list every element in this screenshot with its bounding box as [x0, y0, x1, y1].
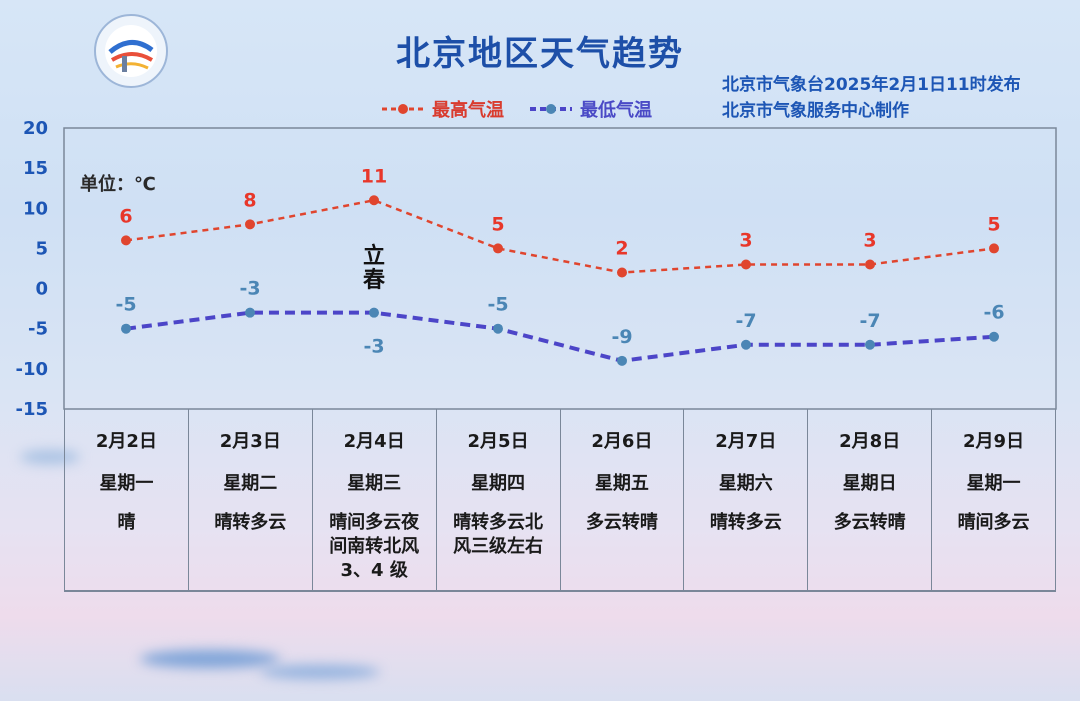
data-label: 8 — [243, 189, 256, 211]
lichun-annotation: 立春 — [362, 243, 385, 293]
y-axis: 20 15 10 5 0 -5 -10 -15 — [15, 118, 48, 420]
data-point — [741, 339, 751, 350]
forecast-weather: 晴转多云北风三级左右 — [453, 512, 544, 557]
data-point — [617, 355, 627, 366]
legend-low-temp: 最低气温 — [528, 98, 652, 121]
data-label: 5 — [491, 213, 504, 235]
forecast-day-column: 2月3日星期二晴转多云 — [187, 409, 312, 590]
data-label: -6 — [983, 302, 1004, 324]
forecast-date: 2月2日 — [95, 431, 157, 452]
data-label: -5 — [487, 294, 508, 316]
data-label: -5 — [115, 294, 136, 316]
forecast-weekday: 星期四 — [471, 473, 526, 494]
data-label: 6 — [119, 205, 132, 227]
producer-info: 北京市气象服务中心制作 — [722, 101, 909, 121]
forecast-day-column: 2月8日星期日多云转晴 — [807, 409, 931, 590]
forecast-day-column: 2月5日星期四晴转多云北风三级左右 — [435, 409, 560, 590]
forecast-weekday: 星期三 — [347, 473, 402, 494]
y-tick-label: 15 — [23, 158, 48, 179]
y-tick-label: 10 — [23, 198, 48, 219]
forecast-weather: 晴间多云 — [957, 512, 1030, 533]
data-label: -9 — [611, 326, 632, 348]
data-label: -3 — [363, 336, 384, 358]
data-point — [493, 323, 503, 334]
y-tick-label: -10 — [15, 359, 48, 380]
y-tick-label: -5 — [28, 319, 48, 340]
forecast-date: 2月5日 — [467, 431, 529, 452]
forecast-day-column: 2月6日星期五多云转晴 — [559, 409, 684, 590]
forecast-day-column: 2月9日星期一晴间多云 — [931, 409, 1056, 590]
forecast-weather: 晴 — [117, 512, 136, 533]
forecast-date: 2月8日 — [839, 431, 901, 452]
cloud-decoration — [260, 665, 380, 679]
forecast-weather: 多云转晴 — [585, 512, 658, 533]
data-label: 3 — [863, 229, 876, 251]
y-tick-label: 0 — [35, 279, 48, 300]
forecast-table: 2月2日 星期一晴 2月3日 星期二 晴转多云 2月4日 星期三 晴间多云夜间南转北风 3、4… — [64, 409, 1056, 592]
cloud-decoration — [20, 450, 80, 464]
legend-high-swatch — [382, 104, 424, 114]
data-point — [245, 219, 255, 230]
page-title: 北京地区天气趋势 — [396, 34, 684, 74]
legend-low-label: 最低气温 — [580, 100, 652, 121]
legend-high-label: 最高气温 — [432, 100, 504, 121]
forecast-day-column: 2月2日星期一晴 — [64, 409, 188, 590]
forecast-weekday: 星期日 — [842, 473, 897, 494]
data-point — [989, 331, 999, 342]
series-line — [125, 198, 995, 274]
legend-low-swatch — [530, 104, 572, 114]
data-label: -7 — [735, 310, 756, 332]
forecast-date: 2月9日 — [963, 431, 1025, 452]
publish-info: 北京市气象台2025年2月1日11时发布 — [722, 75, 1021, 95]
forecast-weather: 晴间多云夜间南转北风 3、4 级 — [329, 512, 420, 581]
data-label: 11 — [361, 165, 387, 187]
high-temp-series: 6 8 11 5 2 3 3 5 — [119, 165, 1001, 278]
series-line — [125, 310, 995, 363]
low-temp-series: -5 -3 -3 -5 -9 -7 -7 -6 — [115, 278, 1005, 366]
cloud-decoration — [140, 650, 280, 668]
data-point — [865, 339, 875, 350]
forecast-weather: 晴转多云 — [709, 512, 782, 533]
data-label: -7 — [859, 310, 880, 332]
data-point — [369, 195, 379, 206]
data-point — [989, 243, 999, 254]
forecast-weather: 多云转晴 — [833, 512, 906, 533]
forecast-weekday: 星期一 — [966, 473, 1021, 494]
data-point — [865, 259, 875, 270]
data-label: 3 — [739, 229, 752, 251]
y-tick-label: 20 — [23, 118, 48, 139]
forecast-weather: 晴转多云 — [214, 512, 287, 533]
data-point — [245, 307, 255, 318]
data-point — [493, 243, 503, 254]
plot-frame — [63, 127, 1057, 410]
unit-label: 单位：℃ — [80, 174, 156, 195]
data-label: 5 — [987, 213, 1000, 235]
forecast-date: 2月4日 — [343, 431, 405, 452]
legend-high-temp: 最高气温 — [380, 98, 504, 121]
forecast-date: 2月3日 — [219, 431, 281, 452]
data-label: 2 — [615, 238, 628, 260]
meteorological-service-logo — [92, 12, 170, 90]
data-point — [741, 259, 751, 270]
forecast-weekday: 星期六 — [718, 473, 773, 494]
forecast-date: 2月6日 — [591, 431, 653, 452]
forecast-day-column: 2月4日星期三晴间多云夜间南转北风 3、4 级 — [311, 409, 436, 590]
forecast-day-column: 2月7日星期六晴转多云 — [683, 409, 807, 590]
y-tick-label: 5 — [35, 238, 48, 259]
data-label: -3 — [239, 278, 260, 300]
data-point — [369, 307, 379, 318]
y-tick-label: -15 — [15, 399, 48, 420]
forecast-weekday: 星期一 — [99, 473, 154, 494]
forecast-weekday: 星期五 — [594, 473, 649, 494]
data-point — [121, 323, 131, 334]
forecast-weekday: 星期二 — [223, 473, 278, 494]
data-point — [617, 267, 627, 278]
forecast-date: 2月7日 — [715, 431, 777, 452]
data-point — [121, 235, 131, 246]
